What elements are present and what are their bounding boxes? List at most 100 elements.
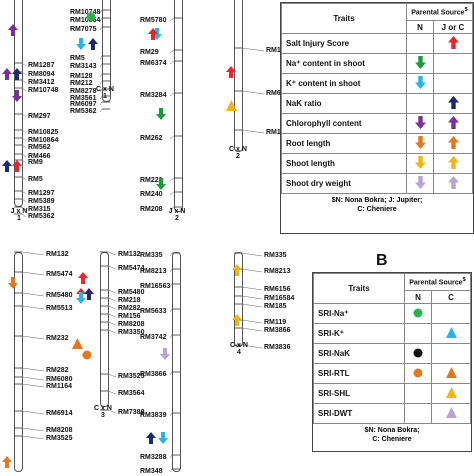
marker-connector [21, 198, 27, 203]
marker-label: RM119 [264, 319, 287, 326]
legend-b-trait: SRI-K⁺ [313, 323, 405, 344]
marker-label: RM315 [28, 206, 51, 213]
marker-label: RM3742 [140, 334, 167, 341]
legend-a-row: Chlorophyll content [281, 113, 473, 134]
legend-b-parent-symbol [431, 343, 471, 364]
marker-label: RM221 [140, 177, 163, 184]
legend-b-row: SRI-DWT [313, 403, 471, 424]
legend-a-n-symbol [406, 173, 434, 194]
marker-connector [107, 305, 117, 310]
marker-label: RM562 [28, 144, 51, 151]
marker-connector [169, 17, 175, 22]
marker-label: RM3839 [140, 412, 167, 419]
marker-connector [169, 191, 175, 196]
legend-b-header-parental: Parental Source$ [404, 273, 471, 291]
legend-b-trait: SRI-NaK [313, 343, 405, 364]
arrow-down-cyan-icon [76, 38, 86, 50]
marker-label: RM3866 [264, 327, 291, 334]
cross-label-line2: 1 [17, 215, 21, 222]
marker-connector [241, 344, 263, 349]
arrow-up-yellow-icon [232, 264, 242, 276]
marker-label: RM16563 [140, 283, 171, 290]
legend-header-traits: Traits [281, 3, 407, 34]
arrow-up-purple-icon [2, 68, 12, 80]
marker-connector [241, 303, 263, 308]
marker-label: RM282 [118, 305, 141, 312]
marker-label: RM132 [46, 251, 69, 258]
marker-connector [21, 305, 45, 310]
marker-connector [99, 108, 103, 113]
marker-connector [107, 390, 117, 395]
marker-connector [21, 335, 45, 340]
legend-a-trait: Salt Injury Score [281, 33, 407, 54]
legend-a-parent-symbol [433, 153, 473, 174]
marker-label: RM5362 [70, 108, 97, 115]
marker-connector [21, 144, 27, 149]
marker-connector [241, 129, 265, 134]
marker-label: RM3412 [28, 79, 55, 86]
marker-connector [21, 435, 45, 440]
marker-label: RM10748 [28, 87, 59, 94]
marker-connector [21, 129, 27, 134]
marker-connector [21, 87, 27, 92]
marker-label: RM156 [118, 313, 141, 320]
legend-b-header-traits: Traits [313, 273, 405, 304]
marker-connector [21, 176, 27, 181]
marker-label: RM6374 [140, 60, 167, 67]
marker-connector [107, 373, 117, 378]
marker-label: RM5633 [140, 308, 167, 315]
legend-a-parent-symbol [433, 73, 473, 94]
legend-b-row: SRI-Na⁺ [313, 303, 471, 324]
marker-label: RM1164 [46, 383, 73, 390]
legend-a-parent-symbol [433, 133, 473, 154]
marker-label: RM9 [28, 159, 43, 166]
cross-label-line2: 3 [101, 412, 105, 419]
legend-table-b: Traits Parental Source$ N C SRI-Na⁺ SRI-K… [313, 273, 471, 424]
marker-label: RM10864 [28, 137, 59, 144]
legend-b-header-parental-text: Parental Source [409, 279, 463, 287]
marker-connector [99, 17, 103, 22]
arrow-down-green-icon [156, 108, 166, 120]
chromosome-cxn1 [102, 0, 111, 102]
legend-b-parent-symbol [431, 383, 471, 404]
marker-label: RM132 [118, 251, 141, 258]
legend-b-row: SRI-K⁺ [313, 323, 471, 344]
marker-connector [99, 63, 103, 68]
legend-a-trait: NaK ratio [281, 93, 407, 114]
marker-connector [169, 283, 173, 288]
legend-b-parent-symbol [431, 403, 471, 424]
legend-header-parental: Parental Source$ [406, 3, 473, 21]
legend-header-sup: $ [464, 7, 468, 14]
marker-label: RM3525 [118, 373, 145, 380]
legend-a-n-symbol [406, 113, 434, 134]
triangle-yellow-icon [226, 100, 237, 111]
marker-connector [21, 62, 27, 67]
marker-connector [21, 376, 45, 381]
marker-connector [21, 153, 27, 158]
chromosome-cxn3 [100, 252, 109, 407]
chromosome-cxn2 [234, 0, 243, 152]
legend-a-n-symbol [406, 153, 434, 174]
marker-connector [241, 295, 263, 300]
marker-label: RM335 [264, 252, 287, 259]
marker-label: RM5 [28, 176, 43, 183]
arrow-up-navy-icon [12, 68, 22, 80]
marker-connector [169, 334, 173, 339]
chromosome-jxn1 [14, 0, 23, 207]
marker-label: RM10864 [70, 17, 101, 24]
legend-a-rows: Salt Injury Score Na⁺ content in shoot K⁺ … [281, 33, 473, 194]
marker-label: RM262 [140, 135, 163, 142]
arrow-up-navy-icon [146, 432, 156, 444]
legend-col-n: N [406, 20, 434, 34]
marker-label: RM1297 [28, 190, 55, 197]
marker-connector [99, 55, 103, 60]
marker-connector [21, 271, 45, 276]
